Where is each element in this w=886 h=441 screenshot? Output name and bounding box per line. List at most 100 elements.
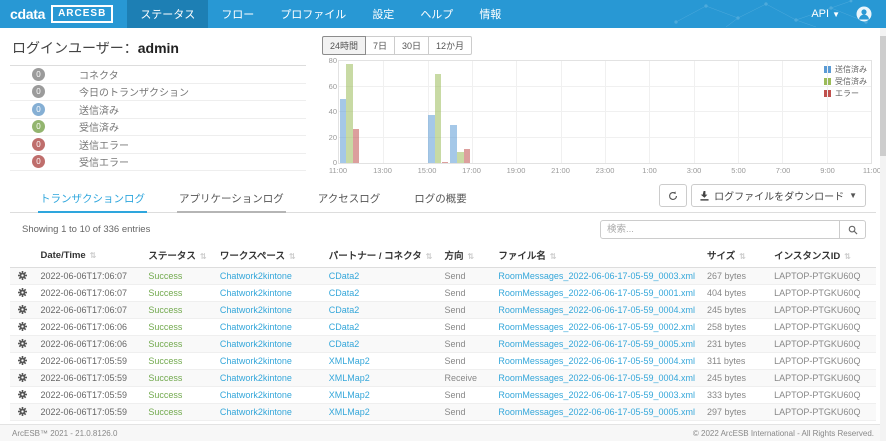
cell-workspace[interactable]: Chatwork2kintone bbox=[213, 301, 323, 319]
legend-item: 送信済み bbox=[824, 64, 867, 75]
x-axis-label: 11:00 bbox=[862, 166, 882, 175]
column-header[interactable]: パートナー / コネクタ ⇅ bbox=[322, 244, 439, 268]
column-header[interactable]: ワークスペース ⇅ bbox=[213, 244, 323, 268]
cell-filename[interactable]: RoomMessages_2022-06-06-17-05-59_0004.xm… bbox=[492, 352, 702, 370]
gear-icon[interactable] bbox=[17, 406, 27, 416]
user-avatar-icon[interactable] bbox=[856, 6, 872, 22]
refresh-button[interactable] bbox=[659, 184, 688, 207]
column-header[interactable]: インスタンスID ⇅ bbox=[768, 244, 876, 268]
cell-workspace[interactable]: Chatwork2kintone bbox=[213, 335, 323, 353]
gear-icon[interactable] bbox=[17, 338, 27, 348]
gear-icon[interactable] bbox=[17, 304, 27, 314]
nav-item[interactable]: 設定 bbox=[372, 9, 395, 21]
tab[interactable]: トランザクションログ bbox=[38, 185, 147, 213]
cell-direction: Send bbox=[438, 403, 493, 421]
cell-workspace[interactable]: Chatwork2kintone bbox=[213, 352, 323, 370]
api-label: API bbox=[811, 8, 830, 20]
chart-bar bbox=[441, 161, 449, 163]
cell-instance-id: LAPTOP-PTGKU60Q bbox=[768, 403, 876, 421]
actions-cell bbox=[10, 352, 35, 370]
cell-partner-connector[interactable]: XMLMap2 bbox=[322, 386, 439, 404]
cell-partner-connector[interactable]: XMLMap2 bbox=[322, 403, 439, 421]
cell-filename[interactable]: RoomMessages_2022-06-06-17-05-59_0003.xm… bbox=[492, 267, 702, 285]
search-input[interactable] bbox=[600, 220, 840, 239]
cell-status: Success bbox=[142, 352, 214, 370]
cell-size: 267 bytes bbox=[701, 267, 769, 285]
gear-icon[interactable] bbox=[17, 270, 27, 280]
column-header[interactable]: Date/Time ⇅ bbox=[34, 244, 143, 268]
gear-icon[interactable] bbox=[17, 287, 27, 297]
cell-workspace[interactable]: Chatwork2kintone bbox=[213, 369, 323, 387]
cell-partner-connector[interactable]: XMLMap2 bbox=[322, 369, 439, 387]
cell-partner-connector[interactable]: XMLMap2 bbox=[322, 352, 439, 370]
stat-badge: 0 bbox=[32, 102, 45, 116]
cell-workspace[interactable]: Chatwork2kintone bbox=[213, 386, 323, 404]
nav-item[interactable]: フロー bbox=[221, 9, 255, 21]
gear-icon[interactable] bbox=[17, 355, 27, 365]
search-button[interactable] bbox=[840, 220, 866, 239]
cell-filename[interactable]: RoomMessages_2022-06-06-17-05-59_0004.xm… bbox=[492, 369, 702, 387]
cell-partner-connector[interactable]: CData2 bbox=[322, 267, 439, 285]
column-header[interactable]: ステータス ⇅ bbox=[142, 244, 214, 268]
chart-range-button[interactable]: 7日 bbox=[365, 36, 396, 55]
cell-partner-connector[interactable]: CData2 bbox=[322, 301, 439, 319]
column-header[interactable]: ファイル名 ⇅ bbox=[492, 244, 702, 268]
cell-workspace[interactable]: Chatwork2kintone bbox=[213, 403, 323, 421]
cell-filename[interactable]: RoomMessages_2022-06-06-17-05-59_0004.xm… bbox=[492, 301, 702, 319]
stat-row: 0 送信済み bbox=[10, 101, 306, 119]
nav-item[interactable]: プロファイル bbox=[280, 9, 347, 21]
app-logo[interactable]: cdata ARCESB bbox=[0, 5, 127, 23]
nav-item[interactable]: ヘルプ bbox=[420, 9, 454, 21]
table-row: 2022-06-06T17:06:06 Success Chatwork2kinto… bbox=[10, 318, 876, 336]
nav-item[interactable]: ステータス bbox=[127, 0, 209, 28]
x-axis-label: 9:00 bbox=[820, 166, 835, 175]
api-menu[interactable]: API ▼ bbox=[811, 8, 840, 20]
cell-filename[interactable]: RoomMessages_2022-06-06-17-05-59_0002.xm… bbox=[492, 318, 702, 336]
cell-workspace[interactable]: Chatwork2kintone bbox=[213, 284, 323, 302]
sort-icon: ⇅ bbox=[739, 252, 746, 261]
nav-item[interactable]: 情報 bbox=[479, 9, 502, 21]
username: admin bbox=[137, 40, 179, 56]
cell-filename[interactable]: RoomMessages_2022-06-06-17-05-59_0003.xm… bbox=[492, 386, 702, 404]
chevron-down-icon: ▼ bbox=[849, 191, 857, 200]
chart-range-button[interactable]: 12か月 bbox=[428, 36, 473, 55]
chart-wrap: 送信済み 受信済み エラー 0 20 40 60 80 11:00 13:00 15:00 17:… bbox=[329, 57, 881, 176]
cell-partner-connector[interactable]: CData2 bbox=[322, 284, 439, 302]
top-section: ログインユーザー：admin 0 コネクタ 0 今日のトランザクション 0 送信済み 0 受信… bbox=[10, 36, 881, 176]
tab[interactable]: アプリケーションログ bbox=[177, 185, 286, 213]
chart-range-button[interactable]: 30日 bbox=[394, 36, 430, 55]
gridline bbox=[649, 61, 651, 163]
cell-filename[interactable]: RoomMessages_2022-06-06-17-05-59_0005.xm… bbox=[492, 403, 702, 421]
cell-workspace[interactable]: Chatwork2kintone bbox=[213, 267, 323, 285]
gridline bbox=[738, 61, 739, 163]
legend-item: エラー bbox=[824, 88, 867, 99]
cell-status: Success bbox=[142, 267, 214, 285]
page-title: ログインユーザー：admin bbox=[10, 36, 306, 66]
gridline bbox=[605, 61, 606, 163]
chart-range-button[interactable]: 24時間 bbox=[322, 36, 367, 55]
download-logs-button[interactable]: ログファイルをダウンロード ▼ bbox=[691, 184, 866, 207]
login-user-label: ログインユーザー： bbox=[12, 40, 138, 56]
cell-direction: Receive bbox=[438, 369, 493, 387]
sort-icon: ⇅ bbox=[199, 252, 207, 261]
cell-status: Success bbox=[142, 335, 214, 353]
gear-icon[interactable] bbox=[17, 389, 27, 399]
cell-partner-connector[interactable]: CData2 bbox=[322, 318, 439, 336]
cell-filename[interactable]: RoomMessages_2022-06-06-17-05-59_0001.xm… bbox=[492, 284, 702, 302]
scrollbar[interactable] bbox=[880, 28, 886, 441]
gear-icon[interactable] bbox=[17, 321, 27, 331]
y-axis-label: 40 bbox=[328, 107, 337, 116]
x-axis-label: 1:00 bbox=[642, 166, 657, 175]
cell-workspace[interactable]: Chatwork2kintone bbox=[213, 318, 323, 336]
x-axis-label: 13:00 bbox=[373, 166, 392, 175]
scrollbar-thumb[interactable] bbox=[880, 36, 886, 156]
stat-label: 受信エラー bbox=[79, 158, 129, 170]
cell-partner-connector[interactable]: CData2 bbox=[322, 335, 439, 353]
column-header[interactable]: 方向 ⇅ bbox=[438, 244, 493, 268]
cell-filename[interactable]: RoomMessages_2022-06-06-17-05-59_0005.xm… bbox=[492, 335, 702, 353]
tab[interactable]: ログの概要 bbox=[414, 193, 467, 205]
column-header[interactable]: サイズ ⇅ bbox=[701, 244, 769, 268]
column-header-label: サイズ bbox=[707, 251, 736, 262]
tab[interactable]: アクセスログ bbox=[317, 193, 381, 205]
gear-icon[interactable] bbox=[17, 372, 27, 382]
